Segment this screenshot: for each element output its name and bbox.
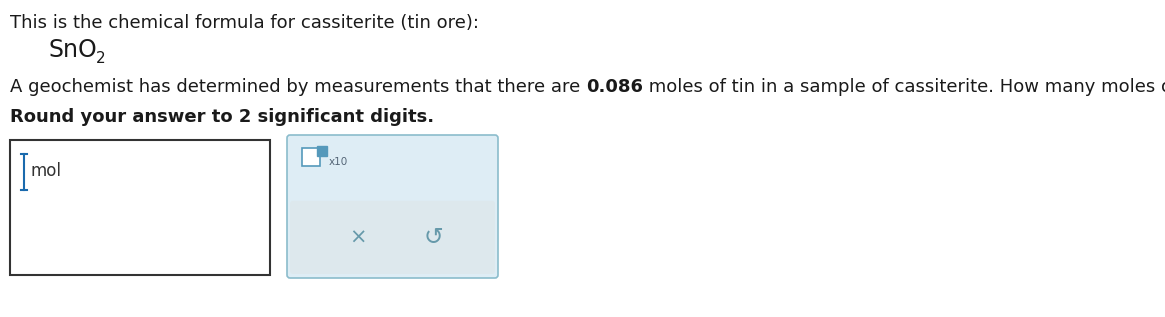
Text: mol: mol (30, 162, 61, 180)
Text: ↺: ↺ (424, 225, 444, 249)
FancyBboxPatch shape (287, 135, 497, 278)
Text: Round your answer to 2 significant digits.: Round your answer to 2 significant digit… (10, 108, 435, 126)
Text: moles of tin in a sample of cassiterite. How many moles of oxygen are in the sam: moles of tin in a sample of cassiterite.… (643, 78, 1165, 96)
Text: ×: × (348, 227, 367, 247)
FancyBboxPatch shape (302, 148, 320, 166)
Text: 0.086: 0.086 (586, 78, 643, 96)
Text: This is the chemical formula for cassiterite (tin ore):: This is the chemical formula for cassite… (10, 14, 479, 32)
FancyBboxPatch shape (10, 140, 270, 275)
Text: x10: x10 (329, 157, 348, 167)
Text: A geochemist has determined by measurements that there are: A geochemist has determined by measureme… (10, 78, 586, 96)
FancyBboxPatch shape (290, 201, 495, 274)
FancyBboxPatch shape (317, 146, 327, 156)
Text: SnO: SnO (48, 38, 97, 62)
Text: 2: 2 (96, 51, 106, 66)
